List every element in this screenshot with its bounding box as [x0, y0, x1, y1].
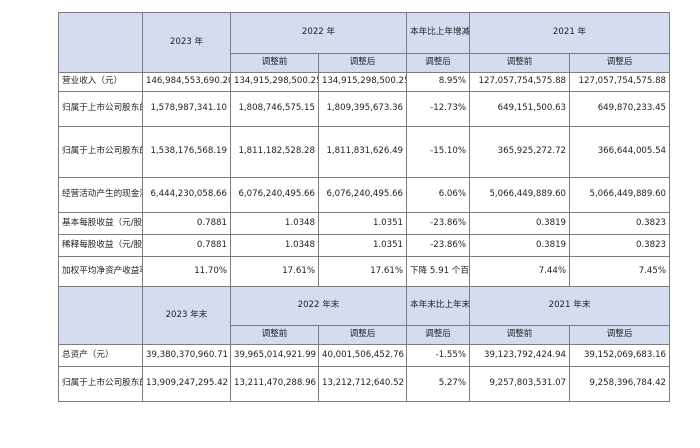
header-2022-after: 调整后 — [317, 53, 408, 73]
cell-2022-after: 13,212,712,640.52 — [317, 366, 408, 402]
cell-2022-before: 1,808,746,575.15 — [230, 91, 319, 127]
table-row: 稀释每股收益（元/股） 0.7881 1.0348 1.0351 -23.86%… — [58, 234, 671, 257]
cell-2022-after: 6,076,240,495.66 — [317, 177, 408, 213]
cell-2021-before: 5,066,449,889.60 — [469, 177, 571, 213]
cell-2021-before: 127,057,754,575.88 — [469, 72, 571, 92]
header-2023: 2023 年 — [142, 12, 231, 73]
header-blank-cell — [58, 12, 143, 73]
cell-2023: 39,380,370,960.71 — [142, 344, 231, 367]
row-label: 归属于上市公司股东的净利润（元） — [58, 91, 143, 127]
cell-2023: 0.7881 — [142, 212, 231, 235]
cell-2022-before: 39,965,014,921.99 — [230, 344, 319, 367]
table-row: 加权平均净资产收益率 11.70% 17.61% 17.61% 下降 5.91 … — [58, 256, 671, 287]
table-row: 经营活动产生的现金流量净额（元） 6,444,230,058.66 6,076,… — [58, 177, 671, 213]
header-2022-end-after: 调整后 — [317, 325, 408, 345]
cell-2022-after: 1,809,395,673.36 — [317, 91, 408, 127]
cell-2021-after: 7.45% — [569, 256, 671, 287]
header-2021-before: 调整前 — [469, 53, 571, 73]
row-label: 基本每股收益（元/股） — [58, 212, 143, 235]
cell-2021-after: 39,152,069,683.16 — [569, 344, 671, 367]
cell-2022-before: 1,811,182,528.28 — [230, 126, 319, 178]
cell-2022-after: 17.61% — [317, 256, 408, 287]
cell-2022-before: 13,211,470,288.96 — [230, 366, 319, 402]
table-row: 总资产（元） 39,380,370,960.71 39,965,014,921.… — [58, 344, 671, 367]
cell-2021-after: 9,258,396,784.42 — [569, 366, 671, 402]
table-row: 归属于上市公司股东的净利润（元） 1,578,987,341.10 1,808,… — [58, 91, 671, 127]
table-row: 归属于上市公司股东的扣除非经常性损益的净利润（元） 1,538,176,568.… — [58, 126, 671, 178]
cell-2022-after: 1,811,831,626.49 — [317, 126, 408, 178]
cell-2021-after: 0.3823 — [569, 234, 671, 257]
cell-2023: 6,444,230,058.66 — [142, 177, 231, 213]
cell-2022-before: 17.61% — [230, 256, 319, 287]
cell-2021-before: 0.3819 — [469, 212, 571, 235]
header-row-years-end: 2023 年末 2022 年末 本年末比上年末增减 2021 年末 — [58, 286, 671, 345]
header-2022: 2022 年 — [229, 12, 408, 54]
cell-2021-after: 649,870,233.45 — [569, 91, 671, 127]
header-2021-end-before: 调整前 — [469, 325, 571, 345]
table-row: 归属于上市公司股东的净资产（元） 13,909,247,295.42 13,21… — [58, 366, 671, 402]
cell-2022-after: 134,915,298,500.25 — [317, 72, 408, 92]
header-change-end: 本年末比上年末增减 — [406, 286, 471, 326]
header-change-after: 调整后 — [406, 53, 471, 73]
cell-change: -15.10% — [406, 126, 471, 178]
cell-2021-before: 39,123,792,424.94 — [469, 344, 571, 367]
cell-2023: 11.70% — [142, 256, 231, 287]
cell-2021-before: 0.3819 — [469, 234, 571, 257]
cell-2021-after: 366,644,005.54 — [569, 126, 671, 178]
cell-2022-before: 6,076,240,495.66 — [230, 177, 319, 213]
cell-2021-before: 7.44% — [469, 256, 571, 287]
cell-2022-before: 134,915,298,500.25 — [230, 72, 319, 92]
header-blank-cell — [58, 286, 143, 345]
header-2021-end: 2021 年末 — [469, 286, 671, 326]
table-row: 基本每股收益（元/股） 0.7881 1.0348 1.0351 -23.86%… — [58, 212, 671, 235]
header-2022-before: 调整前 — [230, 53, 319, 73]
cell-2022-before: 1.0348 — [230, 212, 319, 235]
cell-change: 下降 5.91 个百分点 — [406, 256, 471, 287]
table-row: 营业收入（元） 146,984,553,690.20 134,915,298,5… — [58, 72, 671, 92]
cell-change: -12.73% — [406, 91, 471, 127]
cell-change: 6.06% — [406, 177, 471, 213]
key-financial-data-table: 2023 年 2022 年 本年比上年增减 2021 年 调整前 调整后 调整后… — [58, 12, 671, 402]
cell-2021-after: 0.3823 — [569, 212, 671, 235]
cell-2023: 1,538,176,568.19 — [142, 126, 231, 178]
cell-2022-after: 1.0351 — [317, 212, 408, 235]
row-label: 营业收入（元） — [58, 72, 143, 92]
header-change-end-after: 调整后 — [406, 325, 471, 345]
row-label: 总资产（元） — [58, 344, 143, 367]
cell-change: -1.55% — [406, 344, 471, 367]
header-2022-end: 2022 年末 — [229, 286, 408, 326]
header-2021-end-after: 调整后 — [569, 325, 671, 345]
header-2023-end: 2023 年末 — [142, 286, 231, 345]
cell-2023: 146,984,553,690.20 — [142, 72, 231, 92]
cell-2023: 0.7881 — [142, 234, 231, 257]
cell-2022-after: 40,001,506,452.76 — [317, 344, 408, 367]
cell-2021-after: 127,057,754,575.88 — [569, 72, 671, 92]
header-row-years: 2023 年 2022 年 本年比上年增减 2021 年 — [58, 12, 671, 73]
header-change: 本年比上年增减 — [406, 12, 471, 54]
cell-2021-before: 649,151,500.63 — [469, 91, 571, 127]
row-label: 归属于上市公司股东的扣除非经常性损益的净利润（元） — [58, 126, 143, 178]
row-label: 归属于上市公司股东的净资产（元） — [58, 366, 143, 402]
cell-2023: 1,578,987,341.10 — [142, 91, 231, 127]
header-row-sub-end: 调整前 调整后 调整后 调整前 调整后 — [59, 325, 671, 345]
cell-change: -23.86% — [406, 234, 471, 257]
header-2021-after: 调整后 — [569, 53, 671, 73]
cell-2021-after: 5,066,449,889.60 — [569, 177, 671, 213]
cell-2022-before: 1.0348 — [230, 234, 319, 257]
row-label: 加权平均净资产收益率 — [58, 256, 143, 287]
row-label: 经营活动产生的现金流量净额（元） — [58, 177, 143, 213]
row-label: 稀释每股收益（元/股） — [58, 234, 143, 257]
cell-change: 8.95% — [406, 72, 471, 92]
cell-2021-before: 9,257,803,531.07 — [469, 366, 571, 402]
cell-2022-after: 1.0351 — [317, 234, 408, 257]
cell-change: -23.86% — [406, 212, 471, 235]
header-2021: 2021 年 — [469, 12, 671, 54]
cell-2023: 13,909,247,295.42 — [142, 366, 231, 402]
cell-2021-before: 365,925,272.72 — [469, 126, 571, 178]
cell-change: 5.27% — [406, 366, 471, 402]
header-2022-end-before: 调整前 — [230, 325, 319, 345]
